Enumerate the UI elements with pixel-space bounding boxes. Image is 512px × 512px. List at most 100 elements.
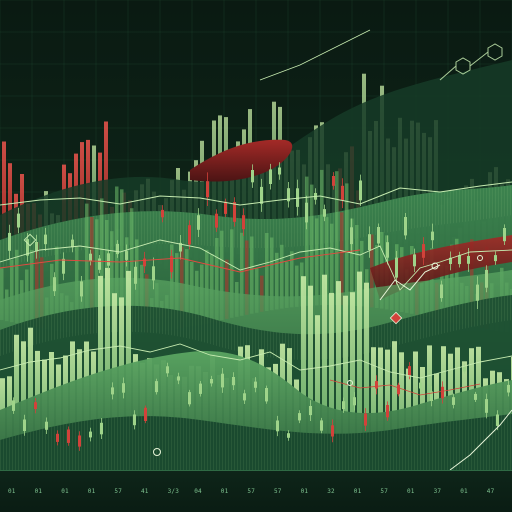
bull-bar	[315, 218, 319, 306]
candle-bull	[296, 188, 299, 207]
axis-tick-label: 41	[141, 488, 149, 495]
candle-bear	[34, 402, 37, 409]
bull-bar	[255, 268, 259, 313]
candle-bear	[161, 209, 164, 218]
axis-tick-label: 01	[34, 488, 43, 495]
candle-bull	[287, 433, 290, 438]
red-line-lower	[329, 379, 481, 396]
bull-bar	[336, 281, 341, 470]
bear-bar	[225, 259, 229, 319]
axis-tick-label: 01	[220, 488, 229, 495]
candle-bull	[276, 420, 279, 432]
candle-bull	[503, 228, 506, 242]
trend-line-lower	[0, 343, 512, 379]
bull-bar	[14, 334, 19, 470]
bull-bar	[290, 251, 294, 308]
candle-bull	[197, 215, 200, 230]
candle-bull	[298, 413, 301, 421]
candle-bull	[254, 381, 257, 388]
candle-bull	[485, 399, 488, 413]
candle-bull	[35, 242, 38, 252]
candle-bull	[23, 419, 26, 431]
candle-bear	[233, 202, 236, 222]
candle-bull	[133, 414, 136, 426]
candle-bear	[143, 258, 146, 267]
candle-bull	[111, 387, 114, 395]
diagonal-line-top	[259, 29, 371, 81]
candle-bull	[125, 251, 128, 260]
axis-tick-label: 37	[433, 488, 442, 495]
candle-bear	[215, 213, 218, 228]
candle-bull	[107, 253, 110, 266]
bull-bar	[371, 347, 376, 470]
bull-bar	[330, 223, 334, 305]
candle-bear	[364, 413, 367, 426]
bull-bar	[301, 276, 306, 470]
bull-bar	[115, 186, 119, 335]
wave-red-top	[190, 139, 293, 182]
candle-bull	[8, 232, 11, 251]
candle-bear	[386, 405, 389, 418]
candle-bull	[359, 180, 362, 201]
candle-bull	[152, 266, 155, 281]
bear-bar	[35, 242, 39, 328]
bull-bar	[315, 315, 320, 470]
axis-tick-label: 01	[353, 488, 362, 495]
bear-bar	[260, 275, 264, 312]
red-line-mid	[0, 249, 361, 273]
candle-bear	[331, 425, 334, 437]
bear-bar	[90, 217, 94, 335]
bull-bar	[215, 238, 219, 322]
candle-bull	[458, 255, 461, 265]
bull-bar	[240, 232, 244, 316]
bull-bar	[329, 292, 334, 470]
candle-bull	[404, 217, 407, 236]
candle-bear	[206, 181, 209, 198]
candle-bear	[56, 433, 59, 442]
trend-line-middle	[0, 239, 512, 291]
bull-bar	[10, 259, 14, 323]
candle-bull	[89, 253, 92, 262]
candle-bull	[419, 382, 422, 389]
candle-bull	[177, 376, 180, 381]
trend-line-upper	[0, 181, 512, 206]
bull-bar	[350, 292, 355, 470]
candle-bull	[251, 170, 254, 183]
wave-stripe-1	[0, 185, 512, 268]
hexagon-network-icon	[439, 43, 503, 81]
candle-bull	[44, 234, 47, 245]
axis-tick-label: 57	[247, 488, 256, 495]
candle-bull	[431, 231, 434, 241]
candle-bear	[341, 185, 344, 201]
candle-bull	[353, 397, 356, 406]
candle-bull	[474, 393, 477, 400]
candle-bull	[122, 383, 125, 393]
candle-bull	[269, 169, 272, 184]
candle-bear	[422, 244, 425, 258]
bear-bar	[8, 163, 12, 257]
candle-bull	[350, 227, 353, 245]
bull-bar	[378, 347, 383, 470]
candle-bear	[67, 429, 70, 443]
bull-bar	[30, 249, 34, 327]
candle-bull	[98, 258, 101, 270]
candle-bull	[62, 258, 65, 274]
candle-bear	[332, 176, 335, 186]
bull-bar	[308, 285, 313, 470]
bull-bar	[230, 229, 234, 318]
candle-bull	[463, 366, 466, 372]
axis-tick-label: 01	[87, 488, 96, 495]
bear-bar	[2, 141, 6, 278]
candle-bear	[78, 435, 81, 447]
candle-bull	[45, 421, 48, 430]
bull-bar	[355, 225, 359, 306]
axis-tick-label: 32	[327, 488, 335, 495]
bull-bar	[335, 171, 339, 306]
candle-bear	[170, 256, 173, 273]
candle-bull	[265, 388, 268, 402]
candle-bull	[485, 269, 488, 288]
candle-bull	[260, 186, 263, 204]
trend-lines	[0, 29, 512, 471]
axis-tick-label: 01	[407, 488, 415, 495]
candlestick-series	[8, 162, 510, 451]
